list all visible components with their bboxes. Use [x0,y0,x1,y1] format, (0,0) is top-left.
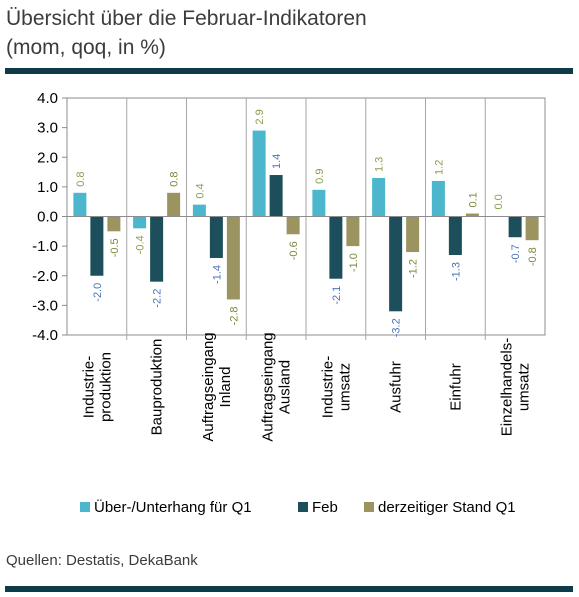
data-label: 2.9 [254,109,266,124]
bar [192,204,206,217]
y-tick-label: 4.0 [37,90,58,107]
bar [329,216,343,279]
bar [346,216,360,247]
data-label: -0.4 [135,235,147,254]
source-note: Quellen: Destatis, DekaBank [6,552,198,569]
bar [269,175,283,217]
data-label: -3.2 [391,318,403,337]
bar [90,216,104,276]
y-tick-label: -1.0 [32,238,58,255]
category-label: Industrie- [319,356,336,419]
legend-label: derzeitiger Stand Q1 [378,499,516,516]
data-label: -1.4 [211,265,223,284]
bar [226,216,240,300]
bottom-rule [5,586,573,592]
bar [150,216,164,282]
data-label: 0.1 [467,192,479,207]
legend-swatch [298,502,308,512]
data-label: -0.7 [510,244,522,263]
bar [372,177,386,217]
y-tick-label: -2.0 [32,268,58,285]
data-label: 0.8 [169,172,181,187]
bar [107,216,121,232]
y-tick-label: -3.0 [32,297,58,314]
title-line-2: (mom, qoq, in %) [6,36,166,59]
bar [525,216,539,241]
bar [448,216,462,256]
bar [465,213,479,217]
bar [431,180,445,217]
category-label: Bauproduktion [149,339,166,436]
category-label: umsatz [336,363,353,411]
bar [133,216,147,229]
data-label: -0.5 [109,238,121,257]
data-label: -0.6 [288,241,300,260]
bar [389,216,403,312]
data-label: -1.3 [450,262,462,281]
title-line-1: Übersicht über die Februar-Indikatoren [6,7,367,30]
data-label: 1.4 [271,154,283,169]
legend-label: Über-/Unterhang für Q1 [94,498,252,516]
chart-title: Übersicht über die Februar-Indikatoren (… [6,4,367,62]
data-label: -1.0 [348,253,360,272]
bar [406,216,420,253]
bar [312,189,326,217]
data-label: -2.1 [331,286,343,305]
legend-swatch [364,502,374,512]
data-label: -2.2 [152,289,164,308]
data-label: 1.2 [433,160,445,175]
y-tick-label: 0.0 [37,209,58,226]
category-label: Einfuhr [447,363,464,411]
top-rule [5,68,573,74]
data-label: -2.0 [92,283,104,302]
data-label: 0.0 [493,194,505,209]
data-label: -1.2 [408,259,420,278]
legend-swatch [80,502,90,512]
category-label: Inland [217,367,234,408]
bar-chart: 4.0 3.0 2.0 1.0 0.0 -1.0 -2.0 -3.0 -4.0 0.8 -0.4 0.… [32,90,546,516]
bar [508,216,522,238]
data-label: -2.8 [228,306,240,325]
data-label: 0.4 [194,183,206,198]
bar [252,130,266,217]
bar [167,192,181,217]
category-label: Einzelhandels- [499,338,516,436]
y-tick-label: 3.0 [37,120,58,137]
y-tick-label: -4.0 [32,327,58,344]
category-label: produktion [97,352,114,422]
legend-label: Feb [312,499,338,516]
category-label: Ausland [277,360,294,414]
data-label: 0.9 [314,169,326,184]
bar [209,216,223,258]
data-label: -0.8 [527,247,539,266]
category-label: Ausfuhr [388,361,405,413]
y-tick-label: 1.0 [37,179,58,196]
category-label: umsatz [516,363,533,411]
category-label: Auftragseingang [200,332,217,441]
category-label: Auftragseingang [260,332,277,441]
data-label: 1.3 [374,157,386,172]
bar [286,216,300,235]
y-tick-label: 2.0 [37,149,58,166]
bar [73,192,87,217]
data-label: 0.8 [75,172,87,187]
category-label: Industrie- [80,356,97,419]
